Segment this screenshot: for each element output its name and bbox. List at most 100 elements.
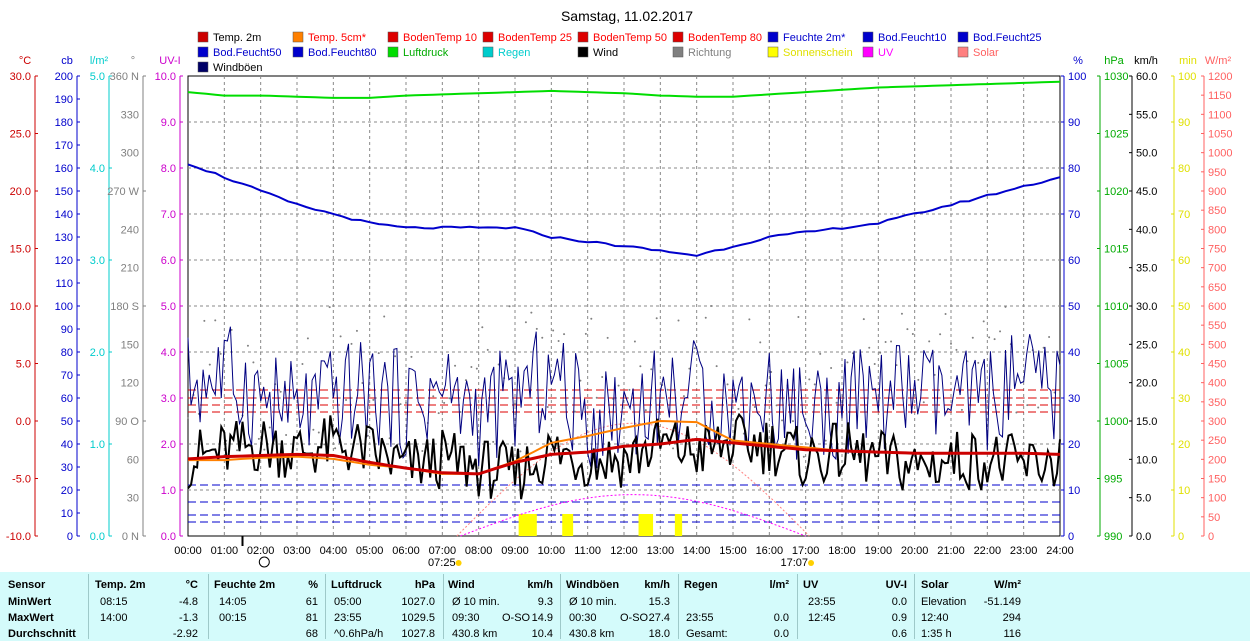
wind-direction-point	[737, 407, 740, 410]
time-tick-label: 02:00	[247, 545, 275, 557]
axis-tick-label: 90	[1178, 117, 1190, 129]
axis-tick-label: 170	[55, 140, 73, 152]
wind-direction-point	[486, 348, 489, 351]
wind-direction-point	[928, 340, 931, 343]
stats-temp-value: -2.92	[172, 628, 198, 640]
axis-tick-label: 100	[1068, 71, 1086, 83]
stats-header-uv: UV	[803, 579, 819, 591]
stats-uv-value: 0.6	[891, 628, 907, 640]
axis-tick-label: 100	[1208, 493, 1226, 505]
axis-tick-label: 40	[1068, 347, 1080, 359]
axis-tick-label: 800	[1208, 224, 1226, 236]
axis-tick-label: 8.0	[161, 163, 176, 175]
legend-swatch	[197, 46, 209, 58]
stats-separator	[325, 574, 326, 639]
axis-tick-label: 80	[1178, 163, 1190, 175]
axis-tick-label: 30.0	[10, 71, 31, 83]
legend-label: Bod.Feucht10	[878, 32, 947, 44]
sunrise-icon	[455, 560, 462, 566]
wind-direction-point	[334, 447, 337, 450]
wind-direction-point	[546, 406, 549, 409]
wind-direction-point	[650, 368, 653, 371]
wind-direction-point	[1037, 406, 1040, 409]
legend-swatch	[197, 31, 209, 43]
axis-tick-label: 15.0	[1136, 416, 1157, 428]
wind-direction-point	[268, 426, 271, 429]
axis-tick-label: 0.0	[1136, 531, 1151, 543]
series-temp-2m	[187, 437, 1061, 476]
wind-direction-point	[372, 398, 375, 401]
axis-tick-label: 9.0	[161, 117, 176, 129]
axis-tick-label: 0.0	[161, 531, 176, 543]
wind-direction-point	[470, 365, 473, 368]
wind-direction-point	[524, 321, 527, 324]
sunshine-block	[674, 514, 683, 536]
wind-direction-point	[971, 336, 974, 339]
axis-tick-label: 1000	[1104, 416, 1128, 428]
wind-direction-point	[541, 336, 544, 339]
stats-row-label: MinWert	[8, 596, 52, 608]
wind-direction-point	[454, 364, 457, 367]
legend-label: Bod.Feucht25	[973, 32, 1042, 44]
axis-tick-label: 3.0	[90, 255, 105, 267]
wind-direction-point	[862, 318, 865, 321]
axis-tick-label: 10	[1178, 485, 1190, 497]
series-humidity	[187, 163, 1061, 257]
time-axis: 00:00 01:00 02:00 03:00 04:00 05:00 06:00 07:00…	[174, 536, 1074, 569]
axis-unit-label: °	[131, 55, 135, 67]
time-tick-label: 04:00	[320, 545, 348, 557]
axis-tick-label: 5.0	[90, 71, 105, 83]
wind-direction-point	[759, 341, 762, 344]
time-tick-label: 10:00	[538, 545, 566, 557]
axis-tick-label: 45.0	[1136, 186, 1157, 198]
legend-label: Wind	[593, 47, 618, 59]
series-gusts	[187, 326, 1061, 469]
series-pressure	[187, 80, 1061, 99]
axis-tick-label: 5.0	[1136, 493, 1151, 505]
wind-direction-point	[399, 403, 402, 406]
axis-tick-label: 1010	[1104, 301, 1128, 313]
wind-direction-point	[813, 383, 816, 386]
stats-temp-value: -1.3	[179, 612, 198, 624]
wind-direction-point	[187, 417, 189, 420]
stats-humidity-value: 68	[305, 628, 318, 640]
axis-unit-label: °C	[19, 55, 31, 67]
axis-tick-label: 4.0	[161, 347, 176, 359]
wind-direction-point	[884, 341, 887, 344]
axis-tick-label: 1030	[1104, 71, 1128, 83]
wind-direction-point	[1015, 411, 1018, 414]
wind-direction-point	[1042, 346, 1045, 349]
sunrise-label: 07:25	[428, 557, 456, 569]
legend-swatch	[767, 46, 779, 58]
axis-unit-label: km/h	[1134, 55, 1158, 67]
axis-tick-label: 300	[121, 148, 139, 160]
time-tick-label: 14:00	[683, 545, 711, 557]
axis-tick-label: 20.0	[1136, 378, 1157, 390]
axis-tick-label: 80	[61, 347, 73, 359]
reference-lines	[188, 389, 1060, 523]
wind-direction-point	[890, 340, 893, 343]
legend-swatch	[292, 46, 304, 58]
stats-row-label: Durchschnitt	[8, 628, 76, 640]
axis-tick-label: 1000	[1208, 148, 1232, 160]
axis-tick-label: 750	[1208, 244, 1226, 256]
axis-tick-label: 990	[1104, 531, 1122, 543]
wind-direction-point	[704, 316, 707, 319]
axis-tick-label: 30	[1068, 393, 1080, 405]
axis-tick-label: 50	[1208, 512, 1220, 524]
statistics-panel: Sensor Temp. 2m °C Feuchte 2m% Luftdruck hPa W…	[0, 572, 1250, 641]
axis-tick-label: 5.0	[161, 301, 176, 313]
time-tick-label: 08:00	[465, 545, 493, 557]
wind-direction-point	[481, 326, 484, 329]
stats-gust-time: 430.8 km	[569, 628, 615, 640]
wind-direction-point	[437, 412, 440, 415]
wind-direction-point	[345, 399, 348, 402]
stats-header-rain: Regen	[684, 579, 718, 591]
stats-temp-time: 14:00	[100, 612, 128, 624]
legend-swatch	[862, 46, 874, 58]
wind-direction-point	[421, 449, 424, 452]
axis-tick-label: 180 S	[110, 301, 139, 313]
axis-tick-label: 150	[1208, 474, 1226, 486]
axis-tick-label: 100	[55, 301, 73, 313]
stats-header-unit: l/m²	[769, 579, 789, 591]
